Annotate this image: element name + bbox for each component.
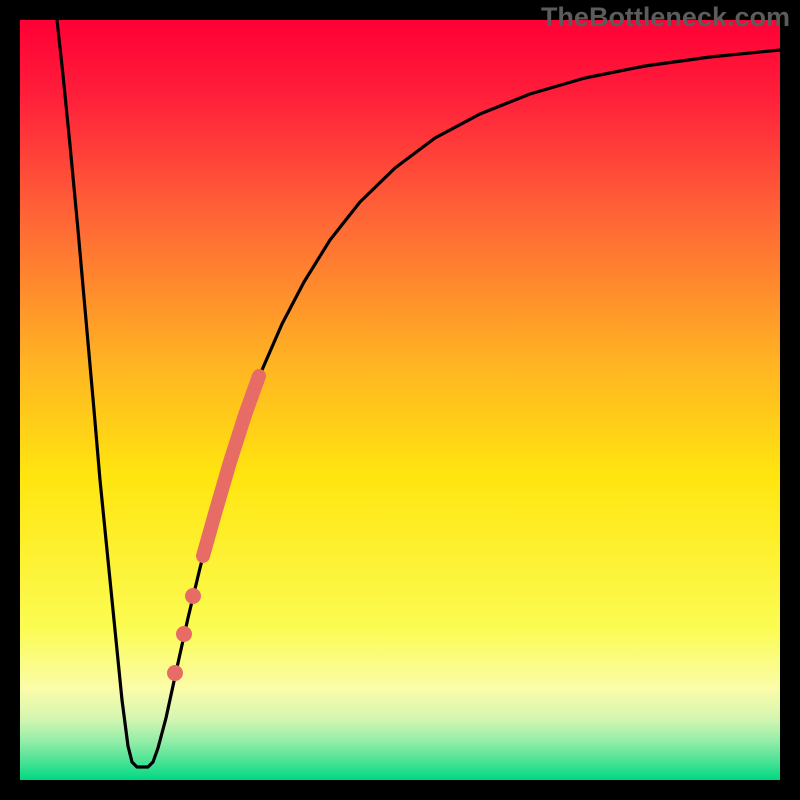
watermark-text: TheBottleneck.com <box>541 2 790 33</box>
highlight-dot <box>167 665 183 681</box>
chart-root: TheBottleneck.com <box>0 0 800 800</box>
bottleneck-curve <box>57 20 780 767</box>
highlight-dot <box>185 588 201 604</box>
plot-area <box>20 20 780 780</box>
highlight-segment <box>203 376 259 556</box>
highlight-dot <box>176 626 192 642</box>
curve-layer <box>20 20 780 780</box>
highlight-dots <box>167 588 201 681</box>
